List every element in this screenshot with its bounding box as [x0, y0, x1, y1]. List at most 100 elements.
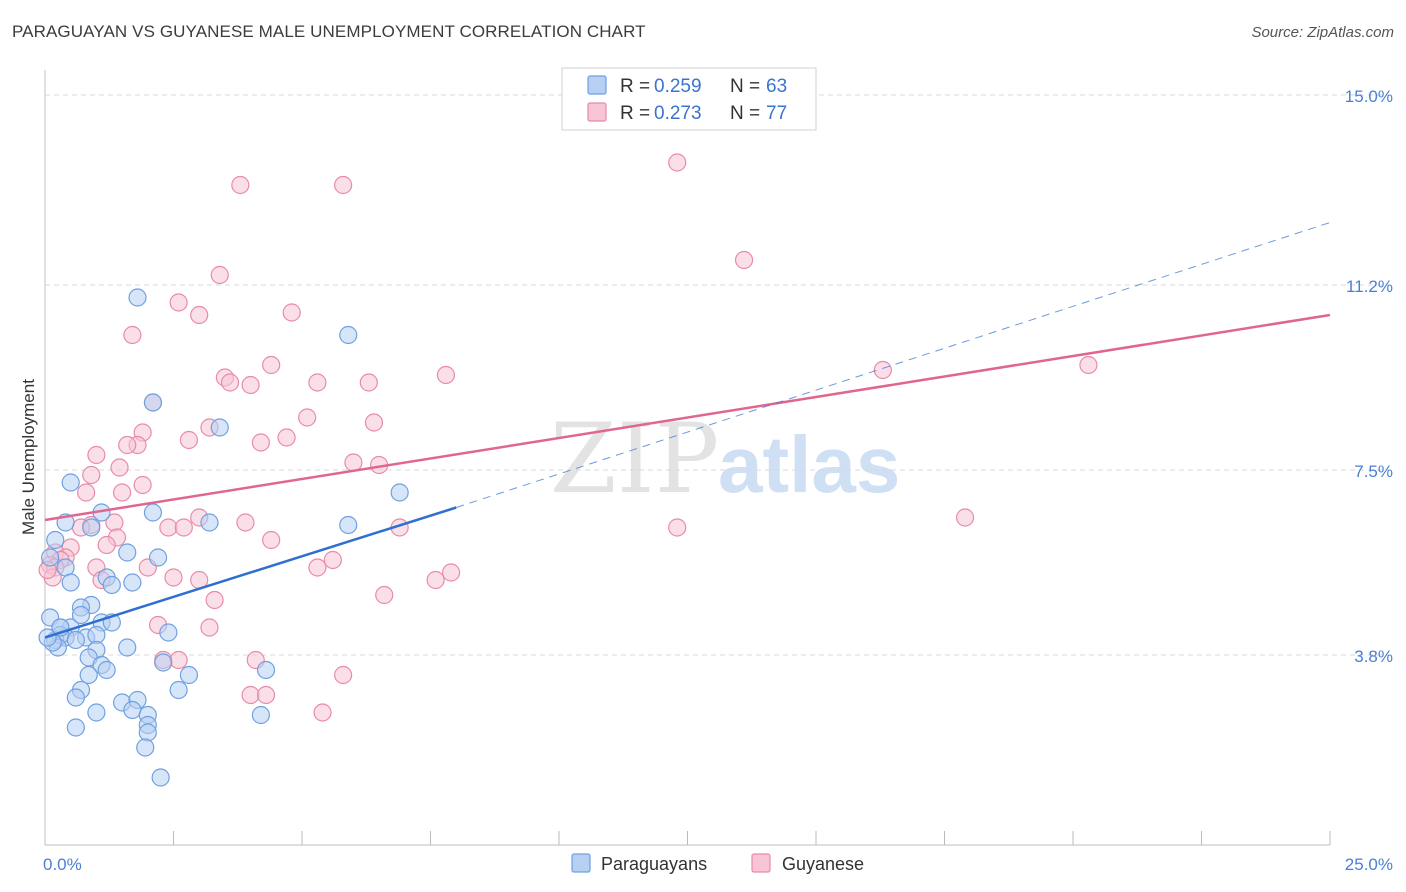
paraguayan-point-5: [390, 483, 409, 502]
paraguayan-points: [38, 288, 409, 787]
paraguayan-point-51: [87, 703, 106, 722]
guyanese-point-8: [123, 325, 142, 345]
guyanese-point-6: [190, 305, 209, 325]
paraguayan-point-2: [143, 393, 163, 412]
guyanese-point-11: [220, 373, 240, 392]
guyanese-point-7: [282, 303, 301, 322]
guyanese-point-28: [87, 445, 106, 465]
paraguayan-point-52: [251, 705, 270, 725]
source-credit: Source: ZipAtlas.com: [1251, 24, 1394, 41]
paraguayan-point-55: [138, 723, 157, 742]
paraguayan-point-20: [123, 573, 142, 592]
guyanese-point-9: [262, 355, 281, 375]
guyanese-point-63: [426, 570, 445, 590]
legend-n-value-2: 77: [766, 103, 787, 124]
guyanese-point-41: [174, 518, 193, 537]
guyanese-point-72: [334, 665, 353, 685]
guyanese-point-65: [375, 585, 394, 605]
legend-n-label-2: N =: [730, 103, 760, 124]
legend-r-value-2: 0.273: [654, 103, 702, 124]
guyanese-point-23: [179, 430, 199, 450]
paraguayan-point-56: [136, 738, 155, 757]
legend: R = 0.259 N = 63 R = 0.273 N = 77: [561, 67, 817, 131]
guyanese-point-19: [298, 408, 317, 427]
guyanese-trend-line: [44, 313, 1331, 522]
legend-n-value-1: 63: [766, 76, 787, 97]
guyanese-point-15: [436, 365, 456, 385]
paraguayan-point-33: [159, 623, 178, 642]
bottom-legend-label-guyanese: Guyanese: [782, 854, 864, 874]
guyanese-point-61: [164, 568, 183, 587]
y-axis-title: Male Unemployment: [19, 379, 38, 535]
paraguayan-point-8: [143, 503, 163, 522]
paraguayan-point-16: [148, 548, 168, 567]
guyanese-point-74: [256, 685, 276, 705]
legend-n-label-1: N =: [730, 76, 760, 97]
guyanese-point-39: [236, 513, 255, 532]
guyanese-point-40: [159, 518, 178, 537]
guyanese-point-29: [344, 453, 363, 472]
guyanese-point-68: [200, 618, 219, 637]
guyanese-point-70: [169, 650, 188, 670]
y-tick-label-2: 11.2%: [1346, 277, 1393, 296]
guyanese-point-16: [873, 360, 892, 380]
guyanese-point-13: [308, 373, 327, 392]
guyanese-point-25: [251, 433, 270, 452]
x-tick-label-1: 25.0%: [1345, 855, 1393, 874]
guyanese-point-1: [231, 175, 250, 195]
tick-labels: 3.8% 7.5% 11.2% 15.0% 0.0% 25.0%: [43, 87, 1393, 874]
guyanese-point-59: [441, 563, 461, 582]
paraguayan-point-40: [79, 665, 98, 685]
paraguayan-point-61: [66, 630, 85, 650]
paraguayan-point-9: [200, 513, 219, 532]
guyanese-point-5: [169, 293, 188, 312]
paraguayan-point-57: [151, 768, 170, 787]
watermark: ZIP atlas: [550, 403, 900, 515]
bottom-legend-swatch-paraguayans: [571, 853, 591, 873]
paraguayan-point-45: [66, 688, 85, 707]
guyanese-point-12: [241, 375, 260, 395]
bottom-legend: Paraguayans Guyanese: [571, 853, 864, 874]
paraguayan-point-13: [41, 548, 60, 567]
y-tick-label-0: 3.8%: [1354, 647, 1393, 666]
paraguayan-point-19: [102, 575, 121, 595]
guyanese-point-20: [364, 413, 384, 432]
legend-swatch-paraguayans: [587, 75, 607, 95]
legend-swatch-guyanese: [587, 102, 607, 122]
paraguayan-point-39: [97, 660, 116, 680]
paraguayan-point-41: [154, 653, 173, 672]
axes: [44, 70, 1331, 846]
paraguayan-point-42: [256, 660, 276, 680]
legend-r-label-2: R =: [620, 103, 650, 124]
guyanese-points: [38, 153, 1098, 722]
guyanese-point-75: [313, 703, 332, 722]
paraguayan-point-18: [61, 573, 80, 592]
paraguayan-point-11: [46, 530, 65, 550]
guyanese-point-14: [359, 373, 378, 392]
y-tick-label-3: 15.0%: [1345, 87, 1393, 106]
guyanese-point-3: [734, 250, 754, 270]
legend-r-value-1: 0.259: [654, 76, 702, 97]
paraguayan-point-4: [61, 473, 80, 492]
guyanese-point-66: [205, 590, 224, 610]
guyanese-point-43: [668, 518, 687, 537]
guyanese-point-34: [112, 483, 132, 502]
paraguayan-point-43: [179, 665, 199, 685]
y-tick-label-1: 7.5%: [1354, 462, 1393, 481]
guyanese-point-48: [97, 535, 116, 555]
guyanese-point-31: [110, 458, 129, 477]
guyanese-point-47: [262, 530, 281, 550]
paraguayan-point-1: [339, 325, 358, 345]
guyanese-point-2: [334, 175, 353, 195]
bottom-legend-label-paraguayans: Paraguayans: [601, 854, 707, 874]
paraguayan-point-54: [66, 718, 85, 737]
paraguayan-point-12: [118, 543, 137, 562]
guyanese-point-58: [308, 558, 327, 577]
paraguayan-point-48: [123, 700, 142, 720]
guyanese-point-73: [241, 685, 260, 705]
paraguayan-trend-line: [44, 506, 457, 639]
guyanese-point-33: [133, 475, 152, 495]
bottom-legend-swatch-guyanese: [751, 853, 771, 873]
chart-title: PARAGUAYAN VS GUYANESE MALE UNEMPLOYMENT…: [12, 22, 646, 41]
